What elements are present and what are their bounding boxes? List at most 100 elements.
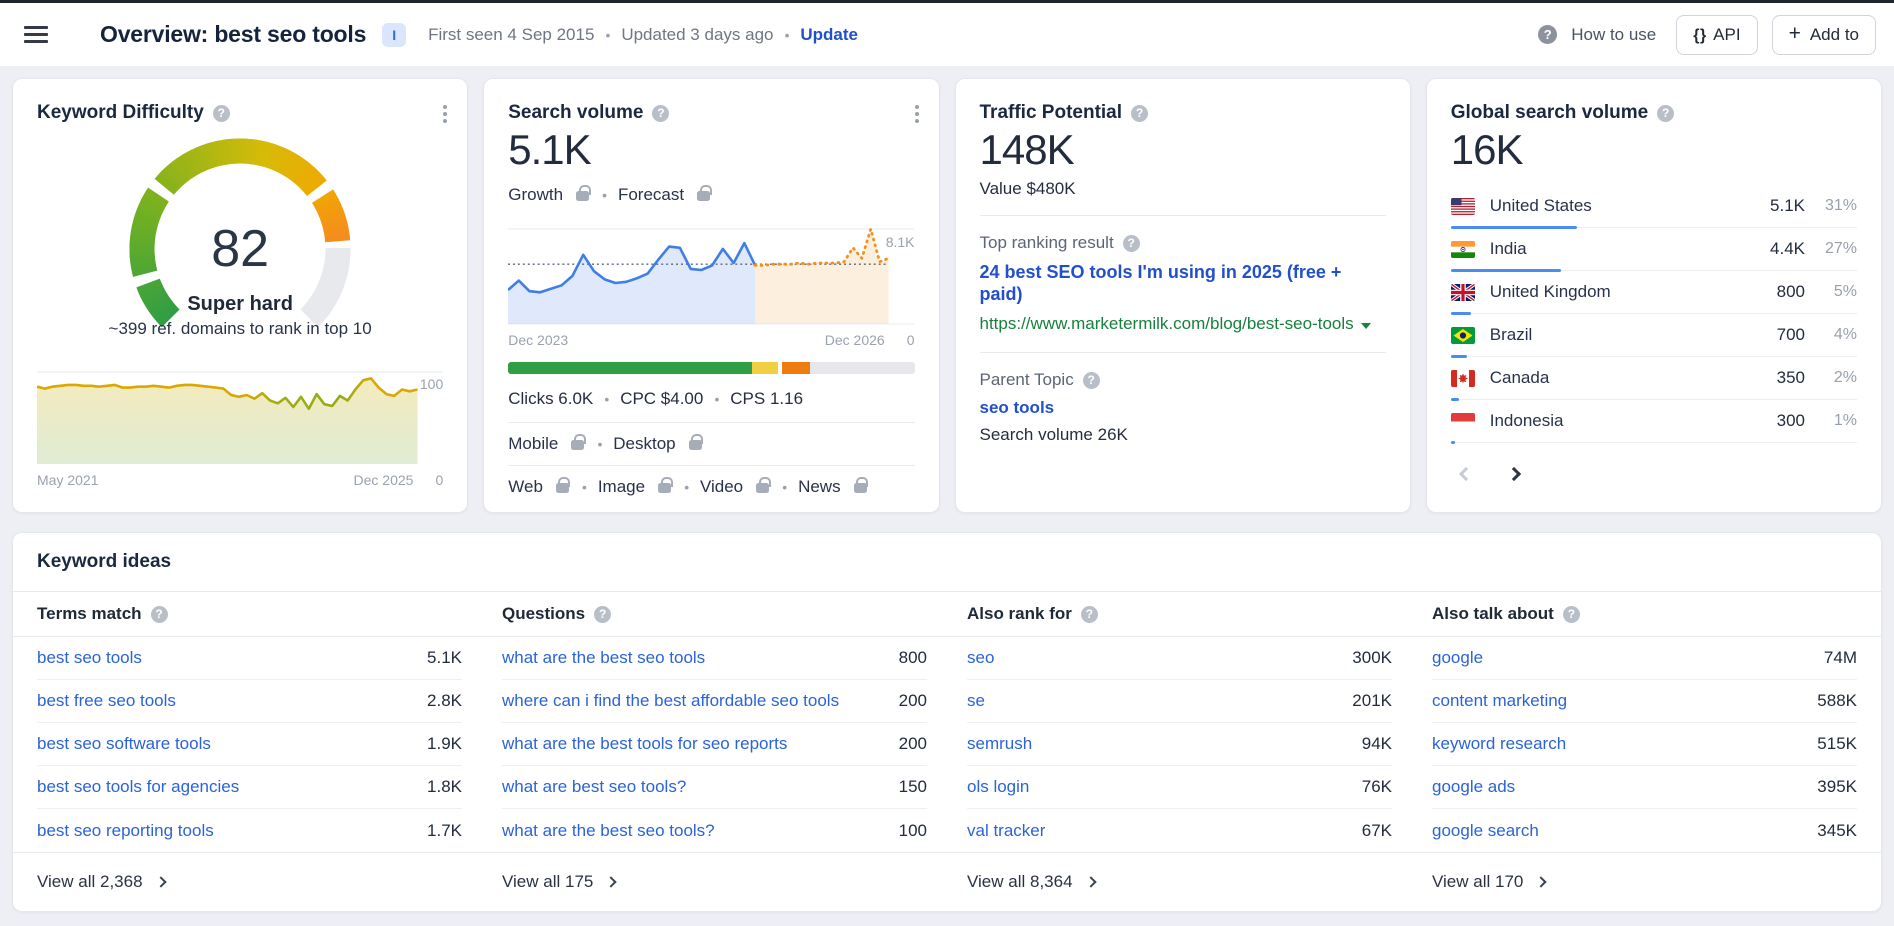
shortcut-badge: I bbox=[382, 22, 407, 47]
keyword-link[interactable]: val tracker bbox=[967, 820, 1046, 840]
api-button[interactable]: API bbox=[1676, 14, 1758, 55]
keyword-ideas-headers: Terms match Questions Also rank for Also… bbox=[13, 592, 1881, 636]
keyword-volume: 67K bbox=[1361, 820, 1392, 840]
news-link[interactable]: News bbox=[798, 477, 841, 496]
forecast-link[interactable]: Forecast bbox=[617, 185, 685, 204]
sv-stats: Clicks 6.0K CPC $4.00 CPS 1.16 bbox=[508, 389, 914, 409]
cps-stat: CPS 1.16 bbox=[730, 389, 804, 408]
kd-xstart-label: May 2021 bbox=[37, 472, 99, 488]
view-all-terms-match[interactable]: View all 2,368 bbox=[37, 872, 462, 892]
keyword-link[interactable]: google bbox=[1432, 648, 1484, 667]
growth-link[interactable]: Growth bbox=[508, 185, 564, 204]
prev-page-button[interactable] bbox=[1455, 461, 1477, 488]
top-ranking-result-link[interactable]: 24 best SEO tools I'm using in 2025 (fre… bbox=[979, 262, 1342, 304]
parent-topic-link[interactable]: seo tools bbox=[979, 398, 1055, 417]
question-icon[interactable] bbox=[1080, 605, 1098, 623]
keyword-row: seo 300K bbox=[967, 637, 1392, 680]
keyword-link[interactable]: best seo reporting tools bbox=[37, 820, 214, 840]
question-icon[interactable] bbox=[1082, 371, 1100, 389]
card-menu-icon[interactable] bbox=[911, 101, 923, 127]
keyword-volume: 94K bbox=[1361, 734, 1392, 753]
flag-in-icon bbox=[1450, 240, 1475, 258]
card-menu-icon[interactable] bbox=[439, 101, 451, 127]
column-header: Also rank for bbox=[967, 604, 1072, 623]
country-row: Brazil 700 4% bbox=[1450, 314, 1857, 358]
country-name: United States bbox=[1489, 196, 1592, 215]
chevron-left-icon bbox=[1458, 466, 1473, 482]
sv-x-axis: Dec 2023 Dec 2026 0 bbox=[508, 332, 914, 348]
also-rank-for-column: seo 300K se 201K semrush 94K ols login 76K v… bbox=[967, 637, 1392, 852]
serp-bar-segment bbox=[781, 362, 811, 374]
question-icon[interactable] bbox=[1122, 234, 1140, 252]
keyword-link[interactable]: best seo software tools bbox=[37, 734, 211, 753]
kd-xend-label: Dec 2025 bbox=[353, 472, 414, 488]
question-icon[interactable] bbox=[212, 104, 230, 122]
flag-id-icon bbox=[1450, 412, 1475, 430]
keyword-link[interactable]: what are the best tools for seo reports bbox=[502, 734, 788, 753]
next-page-button[interactable] bbox=[1503, 461, 1525, 488]
video-link[interactable]: Video bbox=[699, 477, 744, 496]
menu-icon[interactable] bbox=[24, 26, 48, 43]
keyword-link[interactable]: seo bbox=[967, 648, 995, 667]
serp-bar-segment bbox=[508, 362, 752, 374]
country-share: 2% bbox=[1833, 369, 1857, 386]
keyword-link[interactable]: best seo tools for agencies bbox=[37, 777, 240, 796]
how-to-use-link[interactable]: How to use bbox=[1571, 24, 1657, 44]
question-icon[interactable] bbox=[150, 605, 168, 623]
update-link[interactable]: Update bbox=[800, 24, 859, 44]
lock-icon bbox=[688, 434, 704, 450]
keyword-link[interactable]: google search bbox=[1432, 820, 1539, 840]
keyword-link[interactable]: google ads bbox=[1432, 777, 1516, 796]
search-volume-card: Search volume 5.1K Growth Forecast 8.1K … bbox=[483, 78, 940, 513]
question-icon[interactable] bbox=[652, 104, 670, 122]
question-icon[interactable] bbox=[1562, 605, 1580, 623]
keyword-link[interactable]: keyword research bbox=[1432, 734, 1567, 753]
mobile-link[interactable]: Mobile bbox=[508, 434, 559, 453]
add-to-button-label: Add to bbox=[1809, 24, 1859, 44]
country-volume: 300 bbox=[1776, 411, 1805, 430]
lock-icon bbox=[853, 477, 869, 493]
top-ranking-url[interactable]: https://www.marketermilk.com/blog/best-s… bbox=[980, 311, 1386, 336]
view-all-also-talk-about[interactable]: View all 170 bbox=[1432, 872, 1857, 892]
country-row: United Kingdom 800 5% bbox=[1450, 271, 1857, 315]
keyword-ideas-title: Keyword ideas bbox=[37, 551, 172, 572]
help-circle-icon[interactable] bbox=[1538, 25, 1558, 44]
view-all-also-rank-for[interactable]: View all 8,364 bbox=[967, 872, 1392, 892]
country-volume: 700 bbox=[1776, 325, 1805, 344]
question-icon[interactable] bbox=[594, 605, 612, 623]
keyword-link[interactable]: best free seo tools bbox=[37, 691, 176, 710]
keyword-row: best seo reporting tools 1.7K bbox=[37, 809, 462, 852]
chevron-down-icon[interactable] bbox=[1360, 323, 1371, 329]
keyword-row: keyword research 515K bbox=[1432, 723, 1857, 766]
keyword-volume: 1.8K bbox=[427, 777, 462, 796]
question-icon[interactable] bbox=[1657, 104, 1675, 122]
country-share: 5% bbox=[1833, 283, 1857, 300]
country-share: 1% bbox=[1833, 412, 1857, 429]
kd-x-axis: May 2021 Dec 2025 0 bbox=[37, 472, 443, 488]
keyword-link[interactable]: semrush bbox=[967, 734, 1033, 753]
sv-ymin-label: 0 bbox=[906, 332, 915, 348]
keyword-link[interactable]: se bbox=[967, 691, 985, 710]
dot-separator bbox=[714, 389, 719, 409]
sv-xend-label: Dec 2026 bbox=[824, 332, 885, 348]
traffic-potential-card: Traffic Potential 148K Value $480K Top r… bbox=[954, 78, 1411, 513]
keyword-link[interactable]: content marketing bbox=[1432, 691, 1568, 710]
keyword-link[interactable]: what are the best seo tools? bbox=[502, 820, 715, 840]
keyword-link[interactable]: ols login bbox=[967, 777, 1030, 796]
image-link[interactable]: Image bbox=[597, 477, 646, 496]
first-seen-text: First seen 4 Sep 2015 bbox=[428, 24, 595, 44]
serp-features-bar bbox=[508, 362, 915, 374]
chevron-right-icon bbox=[1535, 875, 1548, 888]
search-volume-chart: 8.1K bbox=[508, 221, 915, 327]
keyword-row: google 74M bbox=[1432, 637, 1857, 680]
add-to-button[interactable]: Add to bbox=[1771, 14, 1876, 55]
view-all-questions[interactable]: View all 175 bbox=[502, 872, 927, 892]
desktop-link[interactable]: Desktop bbox=[613, 434, 676, 453]
keyword-link[interactable]: where can i find the best affordable seo… bbox=[502, 691, 840, 710]
question-icon[interactable] bbox=[1131, 104, 1149, 122]
keyword-link[interactable]: what are best seo tools? bbox=[502, 777, 687, 796]
keyword-row: ols login 76K bbox=[967, 766, 1392, 809]
web-link[interactable]: Web bbox=[508, 477, 543, 496]
keyword-link[interactable]: what are the best seo tools bbox=[502, 648, 706, 667]
keyword-link[interactable]: best seo tools bbox=[37, 648, 142, 667]
